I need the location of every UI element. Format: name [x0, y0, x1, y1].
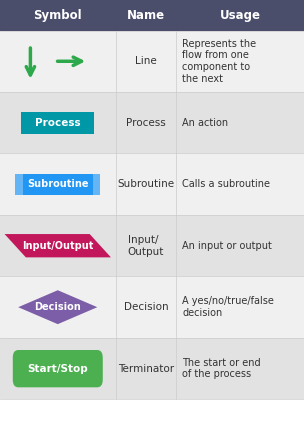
Text: Decision: Decision [124, 302, 168, 312]
Text: An action: An action [182, 118, 229, 128]
FancyBboxPatch shape [0, 31, 304, 92]
Text: Input/Output: Input/Output [22, 241, 93, 251]
Text: Symbol: Symbol [33, 9, 82, 22]
FancyBboxPatch shape [0, 215, 304, 276]
Text: Start/Stop: Start/Stop [27, 364, 88, 374]
FancyBboxPatch shape [0, 153, 304, 215]
Text: Represents the
flow from one
component to
the next: Represents the flow from one component t… [182, 39, 257, 84]
FancyBboxPatch shape [93, 173, 100, 195]
FancyBboxPatch shape [15, 173, 100, 195]
FancyBboxPatch shape [15, 173, 23, 195]
Text: Calls a subroutine: Calls a subroutine [182, 179, 270, 189]
Text: Name: Name [127, 9, 165, 22]
Text: The start or end
of the process: The start or end of the process [182, 358, 261, 379]
Text: Subroutine: Subroutine [27, 179, 88, 189]
Text: Decision: Decision [34, 302, 81, 312]
FancyBboxPatch shape [0, 338, 304, 399]
Text: Process: Process [35, 118, 81, 128]
Text: Process: Process [126, 118, 166, 128]
Text: An input or output: An input or output [182, 241, 272, 251]
Text: Terminator: Terminator [118, 364, 174, 374]
Polygon shape [5, 234, 111, 257]
FancyBboxPatch shape [13, 350, 103, 388]
Text: A yes/no/true/false
decision: A yes/no/true/false decision [182, 296, 274, 318]
FancyBboxPatch shape [0, 0, 304, 31]
Text: Subroutine: Subroutine [117, 179, 174, 189]
FancyBboxPatch shape [0, 92, 304, 153]
FancyBboxPatch shape [21, 112, 94, 134]
Text: Line: Line [135, 56, 157, 66]
Text: Input/
Output: Input/ Output [128, 235, 164, 257]
Text: Usage: Usage [220, 9, 261, 22]
FancyBboxPatch shape [0, 276, 304, 338]
Polygon shape [18, 290, 97, 324]
